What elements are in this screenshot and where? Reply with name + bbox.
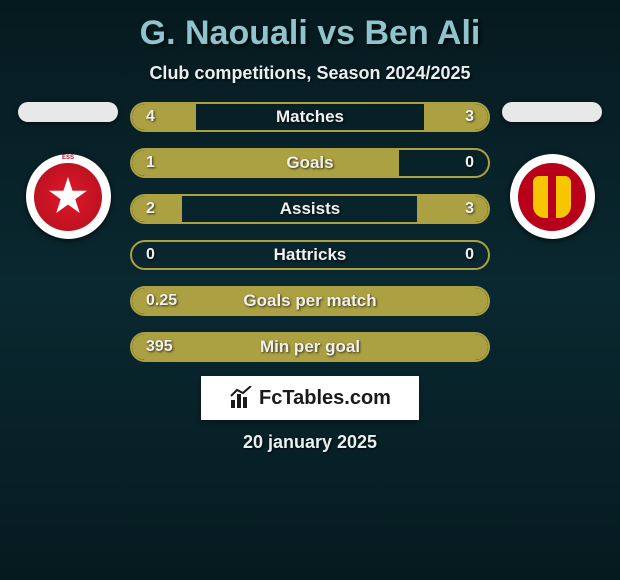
brand-logo[interactable]: FcTables.com: [201, 376, 419, 420]
stat-label: Goals per match: [132, 288, 488, 314]
shield-icon: [533, 176, 571, 218]
stat-bar: 395Min per goal: [130, 332, 490, 362]
star-icon: ★: [48, 175, 87, 219]
stat-bar: 2Assists3: [130, 194, 490, 224]
player-left-avatar: [18, 102, 118, 122]
footer-date: 20 january 2025: [10, 432, 610, 453]
player-right-avatar: [502, 102, 602, 122]
stat-bar: 0Hattricks0: [130, 240, 490, 270]
stat-label: Hattricks: [132, 242, 488, 268]
comparison-widget: G. Naouali vs Ben Ali Club competitions,…: [0, 0, 620, 461]
stat-value-right: 3: [465, 196, 474, 222]
brand-name: FcTables.com: [259, 387, 391, 410]
chart-icon: [229, 386, 253, 410]
stat-bar: 4Matches3: [130, 102, 490, 132]
stat-bar: 0.25Goals per match: [130, 286, 490, 316]
page-subtitle: Club competitions, Season 2024/2025: [10, 63, 610, 84]
stat-label: Goals: [132, 150, 488, 176]
stat-value-right: 3: [465, 104, 474, 130]
stat-value-right: 0: [465, 150, 474, 176]
stat-label: Assists: [132, 196, 488, 222]
player-right-column: [502, 102, 602, 239]
shield-stripe: [548, 176, 556, 218]
page-title: G. Naouali vs Ben Ali: [10, 14, 610, 53]
stat-label: Min per goal: [132, 334, 488, 360]
stat-label: Matches: [132, 104, 488, 130]
stats-bars: 4Matches31Goals02Assists30Hattricks00.25…: [130, 102, 490, 362]
stat-value-right: 0: [465, 242, 474, 268]
badge-ess-circle: ★: [34, 163, 102, 231]
badge-ess-label: ESS: [26, 155, 111, 161]
club-badge-right: [510, 154, 595, 239]
player-left-column: ★ ESS: [18, 102, 118, 239]
club-badge-left: ★ ESS: [26, 154, 111, 239]
main-content: ★ ESS 4Matches31Goals02Assists30Hattrick…: [10, 102, 610, 362]
badge-est-circle: [518, 163, 586, 231]
stat-bar: 1Goals0: [130, 148, 490, 178]
